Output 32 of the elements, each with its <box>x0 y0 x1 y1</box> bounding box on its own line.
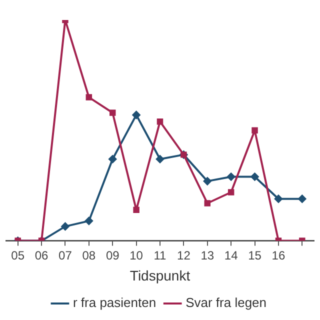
x-tick-label: 15 <box>248 248 262 262</box>
x-tick-label: 12 <box>177 248 191 262</box>
point <box>132 110 140 119</box>
point <box>133 206 140 214</box>
point <box>227 172 236 181</box>
point <box>274 194 282 203</box>
point <box>204 200 211 206</box>
point <box>298 194 306 203</box>
x-tick-label: 05 <box>11 248 25 262</box>
x-tick-label: 07 <box>58 248 72 262</box>
point <box>228 189 234 196</box>
point <box>156 155 164 164</box>
legend-label: Svar fra legen <box>186 295 267 310</box>
point <box>109 110 116 116</box>
x-tick-label: 06 <box>34 248 49 262</box>
x-tick-label: 11 <box>154 248 167 262</box>
point <box>250 172 259 181</box>
point <box>203 177 212 186</box>
x-tick-label: 13 <box>200 248 214 262</box>
point <box>252 127 258 134</box>
x-tick-label: 16 <box>272 248 286 262</box>
point <box>84 216 93 225</box>
x-tick-label: 09 <box>106 248 120 262</box>
point <box>108 155 117 164</box>
point <box>61 222 70 230</box>
point <box>156 118 164 125</box>
x-tick-label: 10 <box>130 248 144 262</box>
x-tick-label: 08 <box>82 248 96 262</box>
point <box>86 94 92 100</box>
legend-label: r fra pasienten <box>72 295 156 310</box>
x-tick-label: 14 <box>224 248 238 262</box>
x-axis-title: Tidspunkt <box>130 267 190 284</box>
